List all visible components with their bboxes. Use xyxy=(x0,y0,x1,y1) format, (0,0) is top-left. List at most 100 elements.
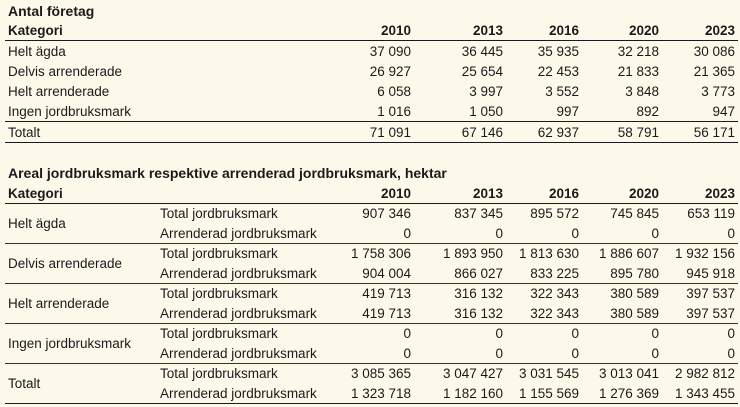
cell-value: 67 146 xyxy=(414,121,506,143)
cell-value: 1 276 369 xyxy=(582,383,662,404)
table-row: Helt arrenderade Total jordbruksmark 419 7… xyxy=(5,283,738,324)
cell-value: 1 016 xyxy=(377,103,411,119)
cell-value: 397 537 xyxy=(662,283,738,304)
table-row: Helt arrenderade 6 058 3 997 3 552 3 848 3 77… xyxy=(5,81,738,101)
cell-value: 1 050 xyxy=(469,103,503,119)
subcategory-label: Arrenderad jordbruksmark xyxy=(160,265,317,281)
cell-value: 1 813 630 xyxy=(506,243,582,264)
header-year: 2010 xyxy=(328,21,414,41)
cell-value: 3 552 xyxy=(545,83,579,99)
cell-value: 1 893 950 xyxy=(414,243,506,264)
cell-value: 904 004 xyxy=(362,265,411,281)
cell-value: 1 182 160 xyxy=(414,383,506,404)
cell-value: 3 031 545 xyxy=(506,363,582,384)
cell-value: 71 091 xyxy=(328,121,414,143)
subcategory-label: Total jordbruksmark xyxy=(157,243,328,264)
subcategory-label: Total jordbruksmark xyxy=(157,363,328,384)
subcategory-label: Total jordbruksmark xyxy=(157,323,328,344)
row-label: Helt arrenderade xyxy=(8,83,110,99)
cell-value: 6 058 xyxy=(377,83,411,99)
group-label: Helt arrenderade xyxy=(5,283,157,324)
cell-value: 380 589 xyxy=(610,305,659,321)
cell-value: 0 xyxy=(495,225,503,241)
cell-value: 21 833 xyxy=(617,63,659,79)
cell-value: 21 365 xyxy=(693,63,735,79)
cell-value: 1 932 156 xyxy=(662,243,738,264)
table-row: Arrenderad jordbruksmark 1 323 718 1 182 1… xyxy=(5,383,738,404)
table-row: Arrenderad jordbruksmark 0 0 0 0 0 xyxy=(5,344,738,364)
group-label: Totalt xyxy=(5,363,157,404)
cell-value: 380 589 xyxy=(582,283,662,304)
cell-value: 3 085 365 xyxy=(328,363,414,384)
cell-value: 2 982 812 xyxy=(662,363,738,384)
table-row: Helt ägda Total jordbruksmark 907 346 837 3… xyxy=(5,204,738,231)
header-year: 2016 xyxy=(506,184,582,204)
table-row: Helt ägda 37 090 36 445 35 935 32 218 30 086 xyxy=(5,41,738,62)
subcategory-label: Arrenderad jordbruksmark xyxy=(157,383,328,404)
cell-value: 866 027 xyxy=(454,265,503,281)
header-year: 2023 xyxy=(662,184,738,204)
cell-value: 653 119 xyxy=(687,206,735,222)
cell-value: 62 937 xyxy=(506,121,582,143)
header-year: 2020 xyxy=(582,21,662,41)
row-label: Helt ägda xyxy=(8,43,66,59)
table-row: Ingen jordbruksmark Total jordbruksmark 0 0… xyxy=(5,323,738,364)
cell-value: 1 155 569 xyxy=(506,383,582,404)
group-label: Delvis arrenderade xyxy=(5,243,157,284)
cell-value: 0 xyxy=(651,345,659,361)
cell-value: 397 537 xyxy=(686,305,735,321)
cell-value: 322 343 xyxy=(506,283,582,304)
companies-table: Kategori 2010 2013 2016 2020 2023 Helt ägda 37… xyxy=(5,21,738,143)
cell-value: 3 848 xyxy=(625,83,659,99)
cell-value: 0 xyxy=(727,225,735,241)
cell-value: 316 132 xyxy=(414,283,506,304)
cell-value: 3 047 427 xyxy=(414,363,506,384)
subcategory-label: Total jordbruksmark xyxy=(157,283,328,304)
subcategory-label: Total jordbruksmark xyxy=(160,206,278,222)
cell-value: 1 323 718 xyxy=(328,383,414,404)
header-year: 2013 xyxy=(414,184,506,204)
cell-value: 0 xyxy=(403,225,411,241)
row-label: Totalt xyxy=(5,121,328,143)
cell-value: 0 xyxy=(582,323,662,344)
cell-value: 947 xyxy=(712,103,735,119)
cell-value: 419 713 xyxy=(362,305,411,321)
cell-value: 0 xyxy=(328,323,414,344)
cell-value: 1 758 306 xyxy=(328,243,414,264)
cell-value: 895 572 xyxy=(530,206,579,222)
cell-value: 833 225 xyxy=(530,265,579,281)
header-category: Kategori xyxy=(5,21,328,41)
table-row: Arrenderad jordbruksmark 904 004 866 027 83… xyxy=(5,264,738,284)
cell-value: 0 xyxy=(571,345,579,361)
cell-value: 0 xyxy=(651,225,659,241)
table-row: Arrenderad jordbruksmark 0 0 0 0 0 xyxy=(5,224,738,244)
table-row: Totalt Total jordbruksmark 3 085 365 3 047 … xyxy=(5,363,738,404)
cell-value: 32 218 xyxy=(617,43,659,59)
cell-value: 322 343 xyxy=(530,305,579,321)
cell-value: 1 343 455 xyxy=(662,383,738,404)
subcategory-label: Arrenderad jordbruksmark xyxy=(160,305,317,321)
header-year: 2013 xyxy=(414,21,506,41)
cell-value: 37 090 xyxy=(369,43,411,59)
header-subcategory xyxy=(157,184,328,204)
subcategory-label: Arrenderad jordbruksmark xyxy=(160,225,317,241)
cell-value: 0 xyxy=(571,225,579,241)
cell-value: 22 453 xyxy=(537,63,579,79)
cell-value: 907 346 xyxy=(362,206,411,222)
row-label: Delvis arrenderade xyxy=(8,63,123,79)
header-category: Kategori xyxy=(5,184,157,204)
header-year: 2016 xyxy=(506,21,582,41)
cell-value: 1 886 607 xyxy=(582,243,662,264)
cell-value: 3 773 xyxy=(701,83,735,99)
cell-value: 58 791 xyxy=(582,121,662,143)
cell-value: 0 xyxy=(414,323,506,344)
cell-value: 745 845 xyxy=(610,206,659,222)
cell-value: 56 171 xyxy=(662,121,738,143)
cell-value: 895 780 xyxy=(610,265,659,281)
subcategory-label: Arrenderad jordbruksmark xyxy=(160,345,317,361)
area-table: Kategori 2010 2013 2016 2020 2023 Helt ägda To… xyxy=(5,184,738,404)
row-label: Ingen jordbruksmark xyxy=(8,103,132,119)
cell-value: 419 713 xyxy=(328,283,414,304)
cell-value: 25 654 xyxy=(461,63,503,79)
